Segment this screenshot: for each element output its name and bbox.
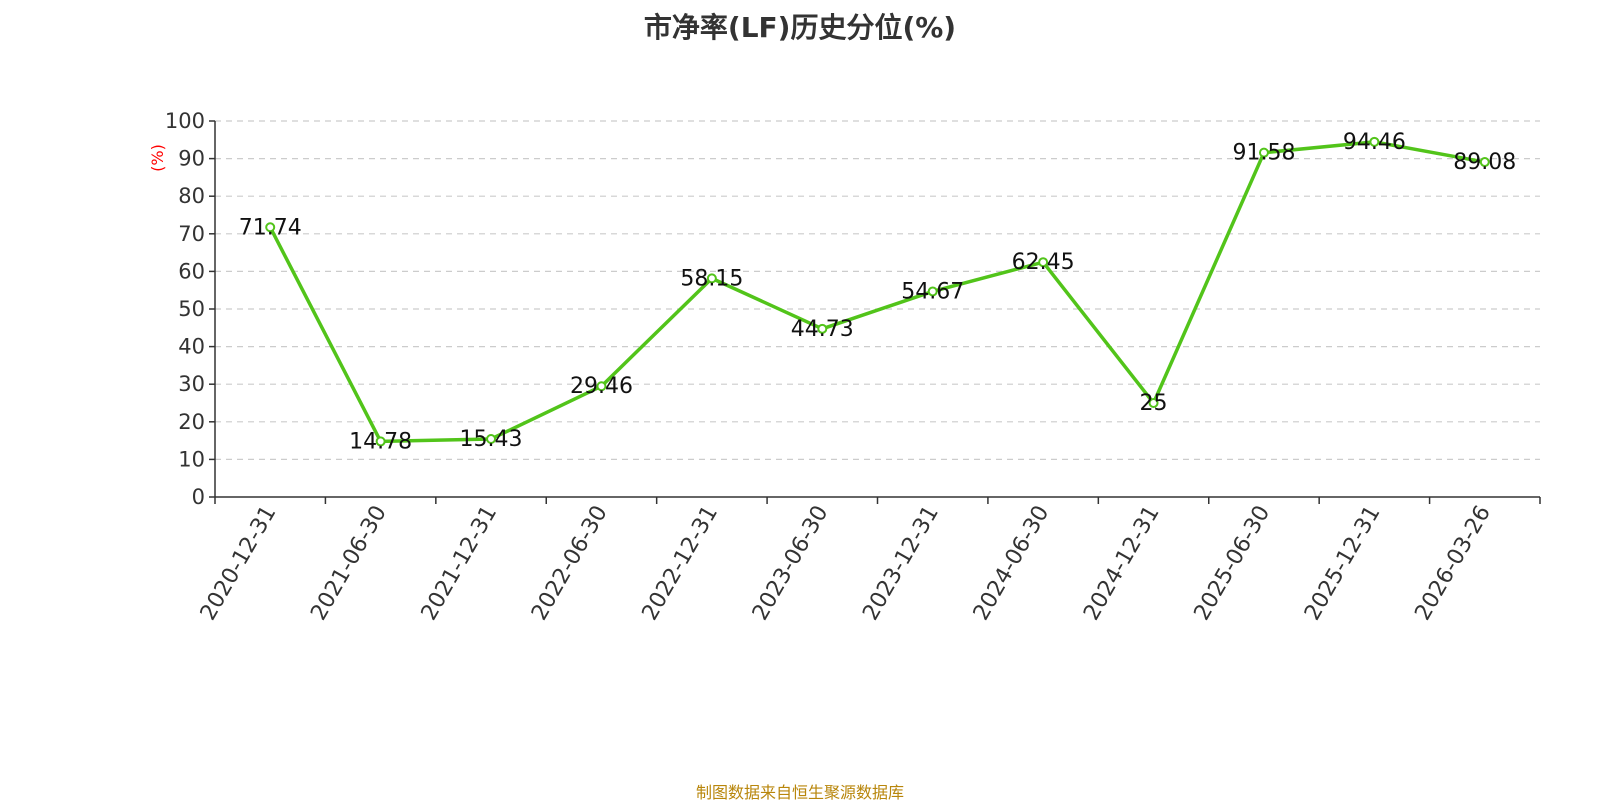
data-label: 62.45 bbox=[1012, 250, 1075, 275]
data-labels: 71.74 14.78 15.43 29.46 58.15 44.73 54.67 62.45… bbox=[239, 130, 1517, 455]
data-point bbox=[1369, 136, 1380, 147]
data-label: 29.46 bbox=[570, 374, 633, 399]
data-point bbox=[265, 222, 276, 233]
x-tick-label: 2024-06-30 bbox=[969, 502, 1055, 625]
data-label: 44.73 bbox=[791, 317, 854, 342]
data-point bbox=[927, 286, 938, 297]
data-label: 94.46 bbox=[1343, 130, 1406, 155]
data-label: 71.74 bbox=[239, 215, 302, 240]
source-note: 制图数据来自恒生聚源数据库 bbox=[695, 783, 904, 802]
x-tick-label: 2020-12-31 bbox=[196, 502, 282, 625]
x-tick-label: 2026-03-26 bbox=[1410, 502, 1496, 625]
x-tick-label: 2021-12-31 bbox=[417, 502, 503, 625]
data-label: 89.08 bbox=[1453, 150, 1516, 175]
y-tick-label: 90 bbox=[178, 147, 205, 171]
data-label: 15.43 bbox=[460, 427, 523, 452]
data-label: 14.78 bbox=[349, 429, 412, 454]
y-tick-label: 50 bbox=[178, 297, 205, 321]
gridlines bbox=[215, 120, 1540, 460]
x-tick-label: 2021-06-30 bbox=[306, 502, 392, 625]
y-tick-label: 70 bbox=[178, 222, 205, 246]
data-point bbox=[596, 381, 607, 392]
series bbox=[265, 136, 1490, 447]
y-tick-label: 20 bbox=[178, 410, 205, 434]
y-tick-label: 10 bbox=[178, 447, 205, 471]
y-tick-label: 0 bbox=[192, 485, 205, 509]
x-tick-label: 2024-12-31 bbox=[1079, 502, 1165, 625]
y-axis-label: (%) bbox=[148, 144, 167, 172]
x-tick-label: 2025-06-30 bbox=[1190, 502, 1276, 625]
x-tick-label: 2023-06-30 bbox=[748, 502, 834, 625]
data-label: 54.67 bbox=[901, 279, 964, 304]
series-line bbox=[268, 140, 1486, 444]
data-point bbox=[375, 436, 386, 447]
data-label: 58.15 bbox=[680, 266, 743, 291]
data-point bbox=[1038, 257, 1049, 268]
data-point bbox=[1148, 398, 1159, 408]
data-point bbox=[706, 273, 717, 284]
data-point bbox=[817, 323, 828, 334]
x-tick-label: 2025-12-31 bbox=[1300, 502, 1386, 625]
y-tick-label: 30 bbox=[178, 372, 205, 396]
y-tick-label: 60 bbox=[178, 259, 205, 283]
x-tick-label: 2022-12-31 bbox=[637, 502, 723, 625]
y-tick-label: 100 bbox=[165, 109, 205, 133]
data-point bbox=[1258, 147, 1269, 158]
x-tick-label: 2023-12-31 bbox=[858, 502, 944, 625]
data-label: 25 bbox=[1140, 391, 1168, 416]
axes: 0 10 20 30 40 50 60 70 80 90 100 (%) 2020-12-31 2021-… bbox=[148, 109, 1541, 625]
chart-title: 市净率(LF)历史分位(%) bbox=[643, 11, 957, 44]
data-label: 91.58 bbox=[1232, 141, 1295, 166]
data-point bbox=[486, 433, 497, 444]
data-point bbox=[1479, 157, 1490, 168]
y-tick-label: 80 bbox=[178, 184, 205, 208]
y-tick-label: 40 bbox=[178, 335, 205, 359]
x-tick-label: 2022-06-30 bbox=[527, 502, 613, 625]
